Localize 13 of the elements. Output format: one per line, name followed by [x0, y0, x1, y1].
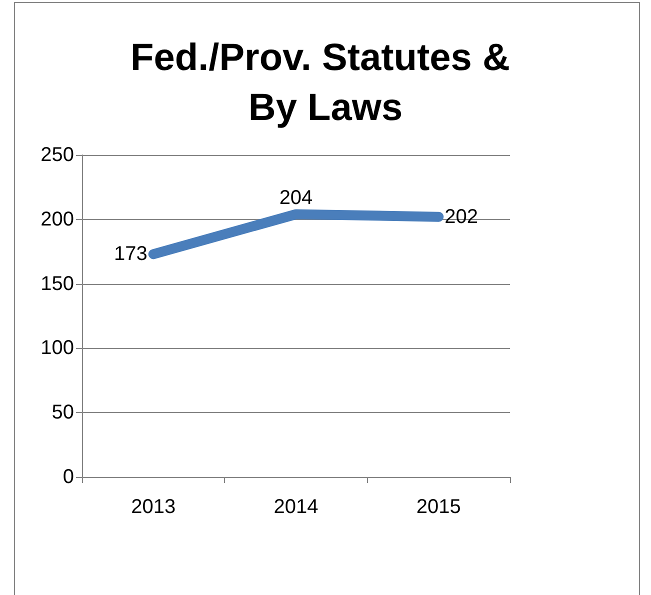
- y-tick-label: 100: [40, 337, 74, 360]
- data-label: 173: [114, 243, 148, 266]
- data-label: 204: [279, 187, 313, 210]
- chart-title: Fed./Prov. Statutes & By Laws: [130, 37, 520, 129]
- y-tick-label: 150: [40, 272, 74, 295]
- y-tick-label: 200: [40, 208, 74, 230]
- x-tick-label: 2015: [416, 496, 461, 518]
- y-tick-label: 50: [52, 402, 74, 424]
- data-label: 202: [444, 206, 478, 228]
- y-tick-label: 250: [40, 144, 74, 166]
- x-tick-label: 2014: [274, 496, 318, 518]
- x-tick-label: 2013: [131, 496, 176, 518]
- y-tick-label: 0: [62, 466, 74, 488]
